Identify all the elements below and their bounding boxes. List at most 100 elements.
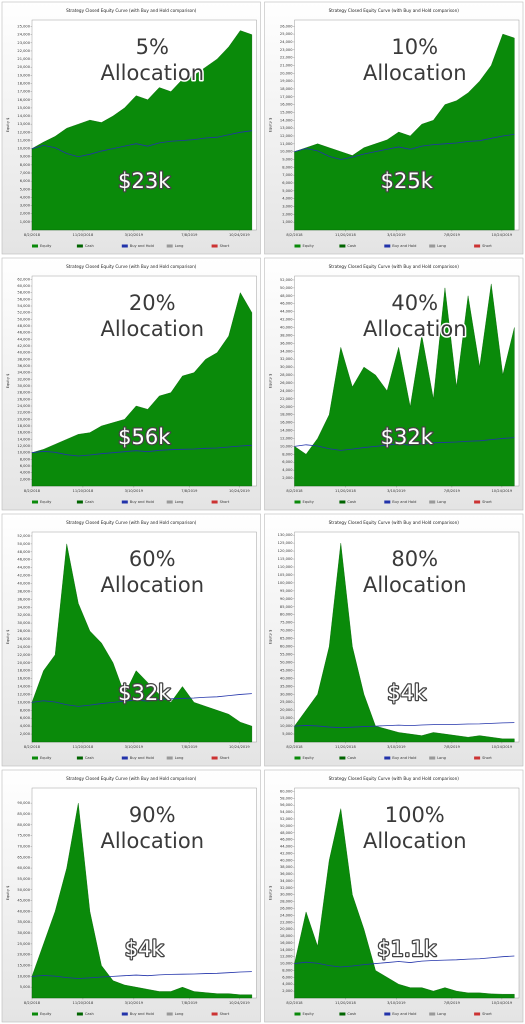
series-line — [294, 955, 515, 968]
y-tick-label: 10,000 — [17, 147, 30, 151]
y-tick-label: 30,000 — [17, 931, 30, 935]
y-tick-label: 20,000 — [280, 71, 293, 75]
series-line — [294, 437, 515, 451]
legend-swatch — [384, 756, 391, 760]
y-tick-label: 24,000 — [17, 33, 30, 37]
legend-label: Buy and Hold — [392, 244, 416, 248]
allocation-annotation: Allocation — [363, 829, 467, 853]
y-tick-label: 40,000 — [17, 909, 30, 913]
y-tick-label: 30,000 — [280, 365, 293, 369]
y-tick-label: 46,000 — [280, 838, 293, 842]
y-tick-label: 40,000 — [17, 351, 30, 355]
y-axis-label: Equity $ — [269, 886, 273, 901]
y-tick-label: 30,000 — [280, 692, 293, 696]
y-tick-label: 50,000 — [17, 888, 30, 892]
y-axis-label: Equity $ — [6, 886, 10, 901]
y-tick-label: 12,000 — [17, 130, 30, 134]
y-tick-label: 40,000 — [280, 326, 293, 330]
legend-swatch — [32, 1012, 38, 1016]
y-tick-label: 34,000 — [17, 371, 30, 375]
y-tick-label: 4,000 — [282, 982, 293, 986]
result-annotation: $1.1k — [377, 937, 437, 961]
y-tick-label: 5,000 — [20, 187, 31, 191]
y-tick-label: 20,000 — [280, 708, 293, 712]
y-tick-label: 6,000 — [20, 179, 31, 183]
allocation-annotation: Allocation — [363, 317, 467, 341]
y-tick-label: 35,000 — [280, 684, 293, 688]
chart-title: Strategy Closed Equity Curve (with Buy a… — [329, 8, 460, 13]
y-tick-label: 16,000 — [280, 421, 293, 425]
x-tick-label: 8/2/2018 — [286, 1001, 303, 1005]
y-tick-label: 56,000 — [17, 297, 30, 301]
y-tick-label: 13,000 — [17, 122, 30, 126]
x-tick-label: 7/8/2019 — [444, 1001, 461, 1005]
y-tick-label: 26,000 — [17, 397, 30, 401]
equity-area — [31, 543, 253, 743]
y-tick-label: 16,000 — [17, 98, 30, 102]
y-tick-label: 18,000 — [17, 424, 30, 428]
y-tick-label: 58,000 — [17, 291, 30, 295]
allocation-annotation: Allocation — [363, 573, 467, 597]
chart-panel: Strategy Closed Equity Curve (with Buy a… — [1, 513, 261, 767]
legend-label: Equity — [303, 756, 315, 760]
y-tick-label: 14,000 — [280, 429, 293, 433]
legend-label: Cash — [85, 500, 94, 504]
y-tick-label: 30,000 — [17, 384, 30, 388]
y-tick-label: 50,000 — [280, 660, 293, 664]
y-tick-label: 55,000 — [17, 877, 30, 881]
y-tick-label: 110,000 — [278, 565, 294, 569]
legend-swatch — [32, 244, 38, 248]
y-tick-label: 17,000 — [17, 90, 30, 94]
x-tick-label: 7/8/2019 — [181, 745, 198, 749]
y-tick-label: 6,000 — [282, 181, 293, 185]
y-tick-label: 50,000 — [280, 286, 293, 290]
x-tick-label: 7/8/2019 — [444, 489, 461, 493]
y-tick-label: 23,000 — [17, 41, 30, 45]
legend-swatch — [166, 244, 173, 248]
result-annotation: $4k — [387, 681, 427, 705]
y-tick-label: 36,000 — [17, 597, 30, 601]
chart-title: Strategy Closed Equity Curve (with Buy a… — [66, 264, 197, 269]
y-tick-label: 15,000 — [280, 716, 293, 720]
y-tick-label: 32,000 — [280, 357, 293, 361]
allocation-annotation: Allocation — [100, 61, 204, 85]
y-tick-label: 52,000 — [280, 817, 293, 821]
legend-label: Short — [482, 1012, 492, 1016]
x-tick-label: 10/24/2019 — [229, 233, 250, 237]
result-annotation: $25k — [381, 169, 434, 193]
legend-swatch — [121, 500, 128, 504]
y-tick-label: 10,000 — [17, 700, 30, 704]
legend-swatch — [32, 500, 38, 504]
legend-label: Cash — [85, 756, 94, 760]
chart-panel: Strategy Closed Equity Curve (with Buy a… — [264, 513, 524, 767]
y-tick-label: 46,000 — [17, 558, 30, 562]
legend-label: Cash — [347, 500, 356, 504]
y-tick-label: 36,000 — [17, 364, 30, 368]
y-tick-label: 8,000 — [20, 457, 31, 461]
y-tick-label: 95,000 — [280, 589, 293, 593]
y-tick-label: 22,000 — [280, 920, 293, 924]
x-tick-label: 11/20/2018 — [335, 745, 356, 749]
y-tick-label: 6,000 — [20, 464, 31, 468]
y-tick-label: 90,000 — [17, 801, 30, 805]
legend-swatch — [76, 1012, 83, 1016]
legend-label: Short — [220, 756, 230, 760]
legend-swatch — [166, 500, 173, 504]
y-tick-label: 28,000 — [280, 900, 293, 904]
y-tick-label: 22,000 — [17, 49, 30, 53]
y-tick-label: 11,000 — [280, 142, 293, 146]
legend-swatch — [339, 1012, 346, 1016]
y-tick-label: 90,000 — [280, 597, 293, 601]
x-tick-label: 7/8/2019 — [444, 233, 461, 237]
y-tick-label: 14,000 — [280, 118, 293, 122]
legend-label: Long — [175, 756, 184, 760]
legend-label: Equity — [303, 1012, 315, 1016]
chart-title: Strategy Closed Equity Curve (with Buy a… — [66, 520, 197, 525]
y-tick-label: 80,000 — [17, 823, 30, 827]
chart-panel: Strategy Closed Equity Curve (with Buy a… — [1, 257, 261, 511]
y-tick-label: 14,000 — [17, 114, 30, 118]
y-tick-label: 12,000 — [17, 692, 30, 696]
y-tick-label: 60,000 — [17, 284, 30, 288]
result-annotation: $4k — [125, 937, 165, 961]
